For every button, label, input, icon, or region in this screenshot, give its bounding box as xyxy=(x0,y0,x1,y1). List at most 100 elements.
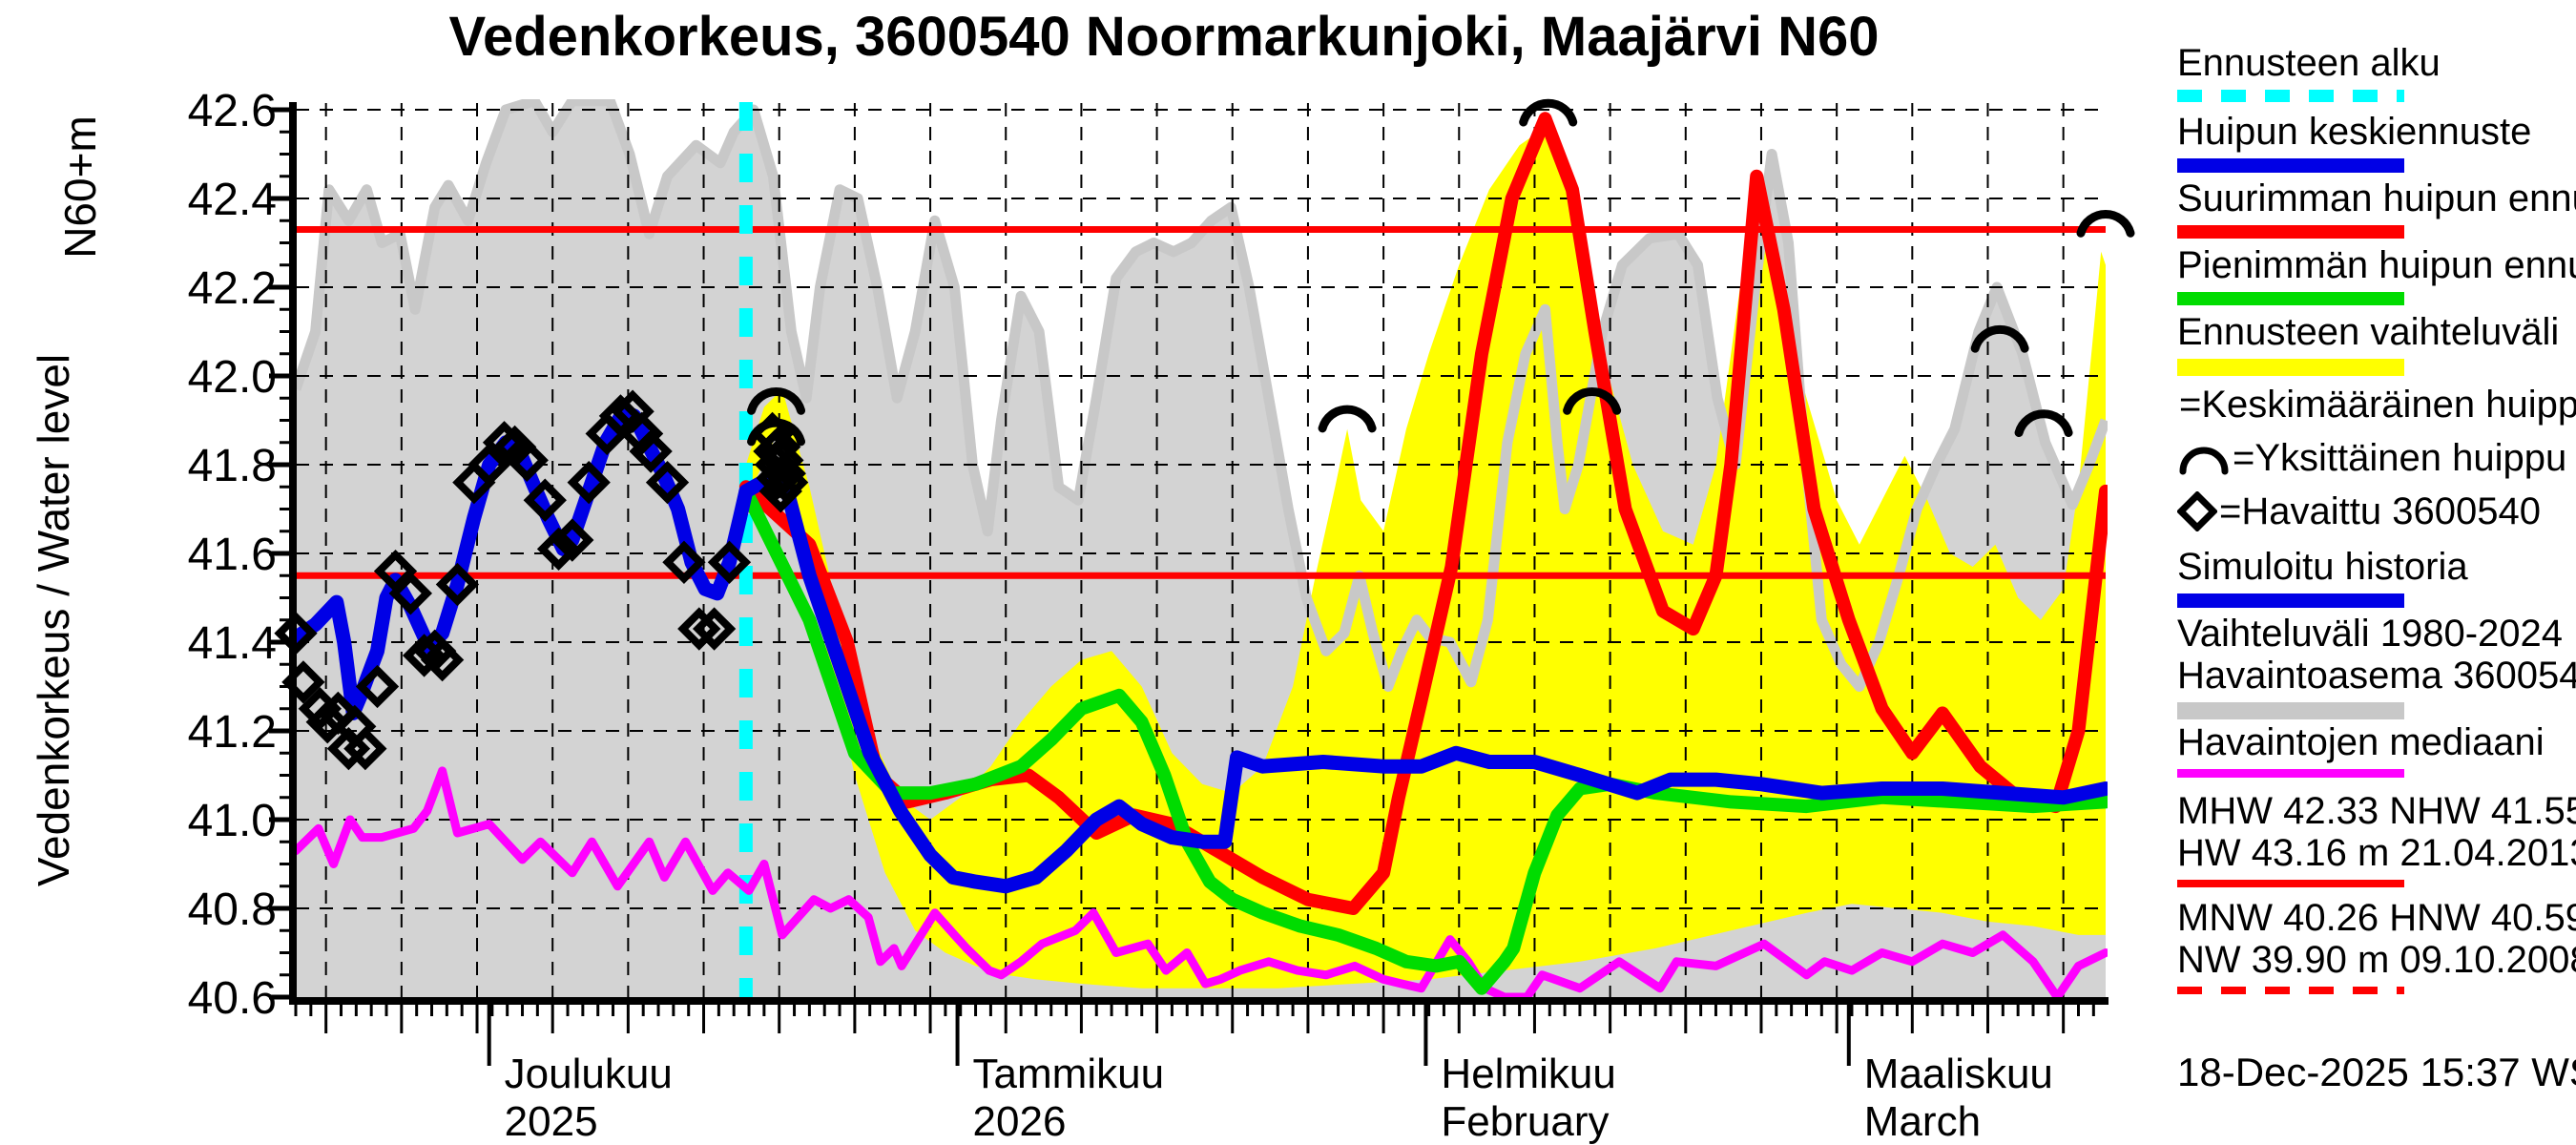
y-tick-label: 41.6 xyxy=(188,530,277,580)
chart-title: Vedenkorkeus, 3600540 Noormarkunjoki, Ma… xyxy=(448,6,1879,68)
observed-diamond-marker xyxy=(343,726,387,771)
y-tick-label: 40.6 xyxy=(188,973,277,1024)
min-forecast-line xyxy=(738,484,2108,995)
legend-label: Huipun keskiennuste xyxy=(2177,111,2532,153)
legend-swatch-observation-median xyxy=(2177,769,2404,778)
legend-item-high-water-stats: MHW 42.33 NHW 41.55 HW 43.16 m 21.04.2013 xyxy=(2177,790,2576,887)
legend-item-min-peak: Pienimmän huipun ennuste xyxy=(2177,244,2576,305)
y-tick-label: 40.8 xyxy=(188,885,277,935)
legend-label: =Keskimääräinen huippu xyxy=(2179,384,2576,426)
diamond-icon xyxy=(2177,491,2217,531)
legend-item-max-peak: Suurimman huipun ennuste xyxy=(2177,177,2576,239)
legend-swatch-simulated-history xyxy=(2177,593,2404,608)
y-tick-label: 41.0 xyxy=(188,796,277,846)
legend-label: MNW 40.26 HNW 40.59 xyxy=(2177,897,2576,939)
y-tick-label: 41.8 xyxy=(188,441,277,491)
month-label: Joulukuu xyxy=(505,1051,673,1097)
observed-diamond-marker xyxy=(662,540,706,584)
observed-diamond-marker xyxy=(760,438,804,483)
month-label-sub: March xyxy=(1864,1098,1981,1145)
month-label: Maaliskuu xyxy=(1864,1051,2053,1097)
observed-diamond-marker xyxy=(567,460,611,505)
legend-label: Havaintojen mediaani xyxy=(2177,721,2545,763)
legend-label: Simuloitu historia xyxy=(2177,546,2468,588)
individual-peak-arc-marker xyxy=(1519,98,1578,127)
legend-swatch-high-water-stats xyxy=(2177,880,2404,887)
legend-swatch-max-peak xyxy=(2177,225,2404,239)
y-tick-label: 42.4 xyxy=(188,175,277,225)
individual-peak-arc-marker xyxy=(2014,409,2073,437)
observed-diamond-marker xyxy=(692,607,737,651)
observed-diamond-marker xyxy=(536,527,581,572)
month-label-sub: 2025 xyxy=(505,1098,598,1145)
y-tick-label: 42.6 xyxy=(188,86,277,136)
observed-diamond-marker xyxy=(619,411,664,456)
observed-diamond-marker xyxy=(420,637,465,682)
observed-diamond-marker xyxy=(707,540,752,584)
historical-max-line xyxy=(294,99,2108,692)
observed-diamond-marker xyxy=(523,478,567,522)
observed-diamond-marker xyxy=(482,421,527,465)
legend-swatch-forecast-range xyxy=(2177,359,2404,376)
individual-peak-arc-marker xyxy=(2076,210,2135,238)
legend-item-observation-median: Havaintojen mediaani xyxy=(2177,721,2576,778)
legend-item-mean-peak: Huipun keskiennuste xyxy=(2177,111,2576,173)
observed-diamond-marker xyxy=(305,700,349,744)
legend-item-historical-range: Vaihteluväli 1980-2024 Havaintoasema 3600… xyxy=(2177,613,2576,719)
legend-label: MHW 42.33 NHW 41.55 xyxy=(2177,790,2576,832)
legend-label: Vaihteluväli 1980-2024 xyxy=(2177,613,2564,655)
observed-diamond-marker xyxy=(598,394,643,438)
legend-label: Ennusteen alku xyxy=(2177,42,2441,84)
median-line xyxy=(294,766,2108,1002)
legend-swatch-historical-range xyxy=(2177,702,2404,719)
y-tick-label: 42.2 xyxy=(188,263,277,314)
legend-item-observed: =Havaittu 3600540 xyxy=(2177,490,2576,532)
observed-diamond-marker xyxy=(677,607,721,651)
legend-item-forecast-start: Ennusteen alku xyxy=(2177,42,2576,102)
legend-item-low-water-stats: MNW 40.26 HNW 40.59 NW 39.90 m 09.10.2008 xyxy=(2177,897,2576,994)
legend-label: =Havaittu 3600540 xyxy=(2219,490,2541,532)
month-label-sub: February xyxy=(1441,1098,1609,1145)
observed-diamond-marker xyxy=(435,562,480,607)
observed-diamond-marker xyxy=(355,664,400,709)
legend-item-average-peak: =Keskimääräinen huippu xyxy=(2177,384,2576,426)
legend: Ennusteen alku Huipun keskiennuste Suurimm… xyxy=(2177,0,2576,1145)
legend-label: Ennusteen vaihteluväli xyxy=(2177,311,2560,353)
legend-item-simulated-history: Simuloitu historia xyxy=(2177,546,2576,608)
month-label: Helmikuu xyxy=(1441,1051,1615,1097)
max-forecast-line xyxy=(738,112,2108,915)
observed-diamond-marker xyxy=(388,572,433,615)
forecast-range-band xyxy=(745,127,2106,989)
legend-label-line2: HW 43.16 m 21.04.2013 xyxy=(2177,832,2576,874)
y-tick-label: 41.4 xyxy=(188,618,277,669)
legend-label: =Yksittäinen huippu xyxy=(2233,437,2567,479)
legend-swatch-mean-peak xyxy=(2177,158,2404,173)
observed-diamond-marker xyxy=(505,438,549,483)
legend-label: Pienimmän huipun ennuste xyxy=(2177,244,2576,286)
legend-label-line2: Havaintoasema 3600540 xyxy=(2177,655,2576,697)
legend-swatch-forecast-start xyxy=(2177,90,2404,102)
timestamp-footer: 18-Dec-2025 15:37 WSFS-O xyxy=(2177,1050,2576,1094)
observed-diamond-marker xyxy=(645,460,690,505)
month-label-sub: 2026 xyxy=(973,1098,1067,1145)
arc-icon xyxy=(2179,447,2229,475)
mean-forecast-line xyxy=(738,466,2108,894)
legend-label-line2: NW 39.90 m 09.10.2008 xyxy=(2177,939,2576,981)
y-tick-label: 42.0 xyxy=(188,352,277,403)
month-label: Tammikuu xyxy=(973,1051,1165,1097)
y-tick-label: 41.2 xyxy=(188,707,277,758)
legend-swatch-low-water-stats xyxy=(2177,987,2404,994)
legend-label: Suurimman huipun ennuste xyxy=(2177,177,2576,219)
individual-peak-arc-marker xyxy=(747,387,806,415)
legend-item-individual-peak: =Yksittäinen huippu xyxy=(2177,437,2576,479)
observed-diamond-marker xyxy=(551,518,594,562)
observed-diamond-marker xyxy=(629,429,673,473)
individual-peak-arc-marker xyxy=(1318,405,1377,433)
observed-diamond-marker xyxy=(762,451,806,495)
y-axis-unit-label: N60+m xyxy=(55,115,105,259)
observed-diamond-marker xyxy=(764,460,809,505)
simulated-history-line xyxy=(294,404,754,720)
legend-item-forecast-range: Ennusteen vaihteluväli xyxy=(2177,311,2576,376)
